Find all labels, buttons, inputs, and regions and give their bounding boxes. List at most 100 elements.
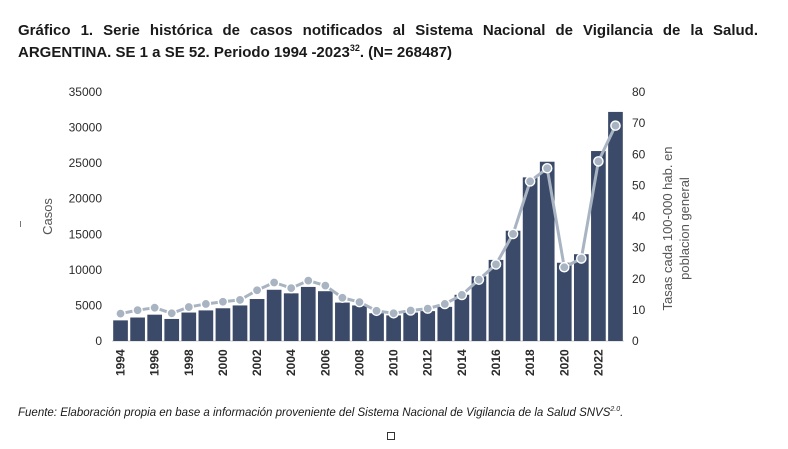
rate-point-2016 — [490, 259, 502, 270]
rate-point-1996 — [149, 302, 160, 313]
bar-1995 — [130, 317, 145, 341]
bar-2020 — [556, 262, 572, 341]
y-left-tick: 5000 — [75, 298, 102, 312]
x-tick-1998: 1998 — [182, 349, 196, 376]
x-tick-2016: 2016 — [489, 349, 503, 376]
x-tick-2014: 2014 — [455, 349, 469, 376]
rate-point-2013 — [439, 298, 451, 310]
rate-point-2012 — [422, 303, 434, 314]
chart-title-suffix: . (N= 268487) — [359, 44, 452, 61]
rate-point-2003 — [268, 277, 280, 288]
y-right-axis-title-line1: Tasas cada 100-000 hab. en — [660, 146, 675, 310]
rate-point-2004 — [285, 282, 297, 294]
rate-point-2000 — [217, 296, 229, 308]
bar-2012 — [420, 311, 436, 341]
rate-point-2006 — [320, 280, 331, 291]
bar-2013 — [437, 306, 453, 341]
chart-title-superscript: 32 — [349, 43, 360, 53]
bar-2011 — [403, 312, 419, 341]
rate-point-1997 — [166, 307, 178, 319]
y-left-tick: 0 — [95, 334, 102, 348]
bar-1994 — [113, 320, 128, 341]
rate-point-1995 — [132, 304, 143, 316]
bar-2010 — [386, 315, 401, 341]
y-right-tick: 80 — [632, 85, 646, 99]
bar-2006 — [317, 291, 333, 341]
bar-1999 — [198, 310, 214, 341]
bar-2001 — [232, 305, 248, 341]
rate-point-2019 — [541, 162, 553, 174]
y-right-tick: 30 — [632, 241, 646, 255]
bar-2016 — [488, 259, 504, 341]
bar-2009 — [369, 313, 384, 341]
x-tick-2020: 2020 — [557, 349, 571, 376]
bar-2005 — [300, 286, 316, 341]
bar-2000 — [215, 308, 231, 341]
x-tick-1994: 1994 — [114, 349, 128, 376]
rate-point-1998 — [183, 301, 195, 313]
rate-point-2009 — [371, 305, 382, 317]
x-tick-2004: 2004 — [284, 349, 298, 376]
y-left-tick: 35000 — [69, 85, 103, 99]
rate-point-2021 — [576, 253, 587, 264]
rate-point-2018 — [524, 176, 536, 187]
y-right-tick: 0 — [632, 334, 639, 348]
bar-2003 — [266, 289, 282, 341]
bar-2021 — [573, 254, 589, 341]
chart-title: Gráfico 1. Serie histórica de casos noti… — [18, 20, 758, 64]
bar-1998 — [181, 312, 197, 341]
rate-point-1999 — [200, 298, 212, 310]
y-left-tick: 15000 — [69, 227, 103, 241]
rate-point-2007 — [337, 292, 348, 304]
source-text: Fuente: Elaboración propia en base a inf… — [18, 406, 611, 419]
bar-2018 — [522, 177, 538, 341]
source-note: Fuente: Elaboración propia en base a inf… — [18, 406, 623, 419]
chart-title-text: Gráfico 1. Serie histórica de casos noti… — [18, 22, 758, 61]
rate-point-2011 — [405, 305, 416, 316]
x-tick-2010: 2010 — [387, 349, 401, 376]
rate-point-2002 — [251, 284, 263, 296]
x-tick-2006: 2006 — [318, 349, 332, 376]
y-right-tick: 50 — [632, 178, 646, 192]
chart-svg: 0 5000 10000 15000 20000 25000 30000 35000 0 10 20… — [40, 85, 692, 376]
bar-2019 — [539, 161, 555, 341]
y-left-axis-title: Casos — [40, 198, 55, 235]
rate-point-2010 — [388, 307, 399, 319]
bar-2015 — [471, 276, 487, 341]
bar-2017 — [505, 230, 521, 341]
bar-2023 — [608, 111, 623, 341]
y-right-tick: 20 — [632, 272, 646, 286]
bar-2004 — [283, 293, 299, 341]
anchor-box — [387, 432, 395, 440]
bar-1997 — [164, 318, 180, 341]
rate-point-2023 — [610, 120, 621, 131]
y-left-tick: 20000 — [69, 192, 103, 206]
y-right-tick: 40 — [632, 210, 646, 224]
source-superscript: 2.0 — [610, 406, 621, 413]
x-tick-2022: 2022 — [591, 349, 605, 376]
bar-2022 — [591, 151, 606, 341]
y-right-tick: 70 — [632, 116, 646, 130]
bar-2002 — [249, 299, 265, 341]
x-tick-2012: 2012 — [421, 349, 435, 376]
x-tick-1996: 1996 — [148, 349, 162, 376]
rate-point-2005 — [302, 275, 314, 286]
y-left-tick: 30000 — [69, 121, 103, 135]
rate-point-1994 — [115, 308, 126, 319]
y-right-tick: 10 — [632, 303, 646, 317]
y-left-tick: 10000 — [69, 263, 103, 277]
y-left-tick: 25000 — [69, 156, 103, 170]
bar-2008 — [352, 305, 367, 341]
x-tick-2000: 2000 — [216, 349, 230, 376]
source-suffix: . — [620, 406, 624, 419]
bar-2014 — [454, 294, 470, 341]
x-tick-2008: 2008 — [352, 349, 366, 376]
x-tick-2002: 2002 — [250, 349, 264, 376]
rate-point-2022 — [593, 156, 604, 167]
rate-point-2008 — [354, 296, 365, 308]
y-right-axis-title-line2: poblacion general — [677, 177, 692, 280]
stray-mark — [20, 221, 21, 227]
y-right-tick: 60 — [632, 147, 646, 161]
bar-1996 — [147, 314, 163, 341]
rate-point-2017 — [507, 228, 519, 240]
